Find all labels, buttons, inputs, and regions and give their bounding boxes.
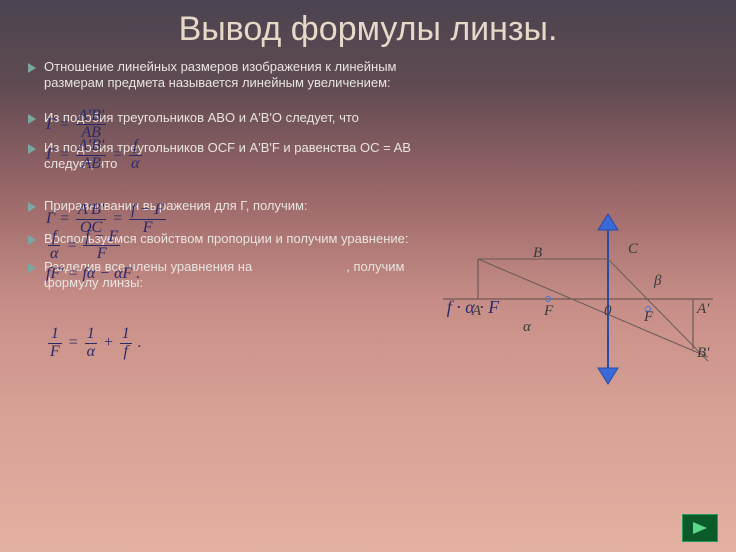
formula-mid: f · α · F	[228, 297, 718, 318]
page-title: Вывод формулы линзы.	[0, 0, 736, 49]
bullet-icon	[28, 263, 36, 273]
formula-6: 1F = 1α + 1f .	[46, 326, 718, 361]
formula-2: Г = A'B'AB = fα	[46, 138, 144, 173]
bullet-icon	[28, 114, 36, 124]
bullet-2: Из подобия треугольников ABO и A'B'O сле…	[28, 110, 718, 126]
formula-5: fF' = fα − αF .	[46, 265, 140, 283]
svg-text:β: β	[653, 273, 662, 289]
content-area: Отношение линейных размеров изображения …	[0, 49, 736, 361]
bullet-1-text: Отношение линейных размеров изображения …	[44, 59, 424, 92]
next-button[interactable]	[682, 514, 718, 542]
bullet-icon	[28, 202, 36, 212]
bullet-icon	[28, 144, 36, 154]
svg-text:B: B	[533, 245, 542, 261]
bullet-icon	[28, 63, 36, 73]
play-icon	[691, 520, 709, 536]
bullet-1: Отношение линейных размеров изображения …	[28, 59, 718, 92]
bullet-icon	[28, 235, 36, 245]
formula-4: fα = f − FF	[46, 229, 122, 264]
